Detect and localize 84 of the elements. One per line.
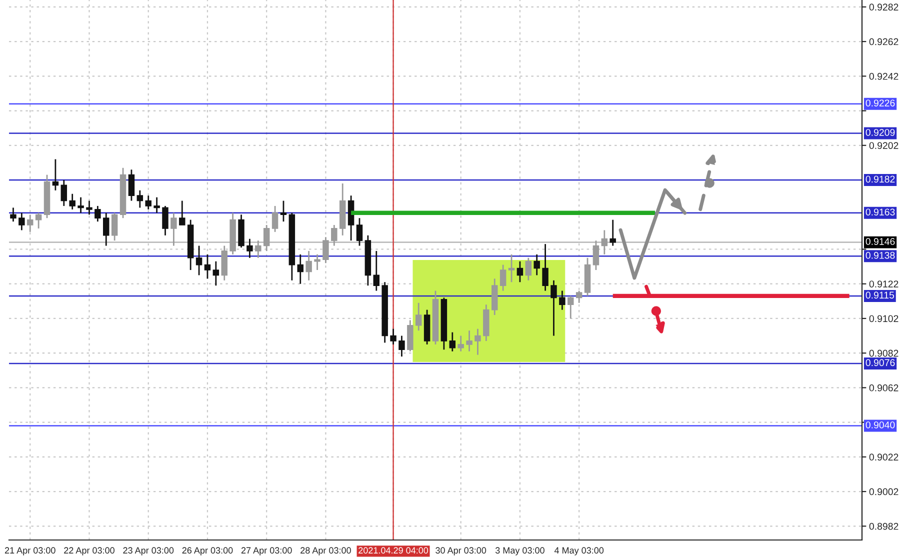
y-tick-label: 0.9002 [869,488,898,496]
candlestick [18,212,25,231]
candlestick [263,224,270,252]
candlestick [162,205,168,236]
x-tick-label: 30 Apr 03:00 [436,547,486,556]
candlestick [466,330,472,352]
candlestick [10,206,16,222]
candlestick [170,212,177,246]
candlestick [145,194,152,210]
x-tick-label: 27 Apr 03:00 [241,547,292,556]
candlestick [94,205,101,222]
candlestick [255,240,262,259]
candlestick [576,290,582,304]
candlestick [314,254,320,271]
candlestick [154,196,160,214]
y-tick-label: 0.8982 [869,522,898,530]
candlestick [458,335,464,352]
candlestick [592,240,600,271]
x-tick-label: 22 Apr 03:00 [64,547,114,556]
candlestick [212,260,220,286]
candlestick [26,214,34,233]
y-tick-label: 0.9282 [869,4,898,11]
candlestick [69,193,76,210]
candlestick [103,212,110,246]
candlestick [111,212,118,242]
candlestick [542,243,548,292]
candlestick [534,254,540,276]
ref-line-label: 0.9138 [866,252,895,259]
candlestick [525,257,532,282]
y-tick-label: 0.9062 [869,384,898,392]
y-tick-label: 0.9022 [869,454,898,461]
x-tick-label: 23 Apr 03:00 [123,547,174,556]
x-tick-label: 26 Apr 03:00 [182,547,233,556]
candlestick [474,328,481,356]
candlestick [373,250,380,292]
candlestick [128,168,135,202]
ref-line-label: 0.9163 [866,208,895,216]
candlestick [601,229,608,256]
ref-line-label: 0.9226 [866,100,895,106]
candlestick [322,236,329,264]
candlestick [272,205,278,233]
ref-line-label: 0.9076 [866,359,895,366]
candlestick [60,179,68,207]
candlestick [297,254,304,285]
candlestick [550,280,557,336]
ref-line-label: 0.9146 [866,238,895,245]
x-tick-label: 28 Apr 03:00 [300,547,351,556]
ref-line-label: 0.9040 [866,421,895,428]
x-tick-label: 2021.04.29 04:00 [358,547,428,554]
candlestick [280,200,287,222]
candlestick [500,264,506,292]
ref-line-label: 0.9209 [866,128,895,136]
ref-line-label: 0.9115 [866,292,894,299]
candlestick [610,219,616,246]
y-tick-label: 0.9082 [869,350,898,357]
candlestick [449,332,456,352]
candlestick [559,290,566,311]
candlestick [331,224,338,246]
candlestick [246,238,253,259]
x-tick-label: 21 Apr 03:00 [4,547,56,556]
candlestick [179,200,186,226]
candlestick [568,295,574,320]
candlestick [415,302,422,332]
x-tick-label: 4 May 03:00 [554,547,604,556]
candlestick [204,254,211,280]
y-tick-label: 0.9202 [869,142,898,150]
candlestick [306,250,312,282]
y-tick-label: 0.9122 [869,280,898,288]
x-tick-label: 3 May 03:00 [495,547,544,556]
candlestick [136,190,144,208]
candlestick [86,200,92,216]
candlestick [508,254,515,283]
candlestick [398,335,405,358]
ref-line-label: 0.9182 [866,176,895,183]
y-tick-label: 0.9242 [869,72,898,80]
candlestick [356,217,363,246]
y-tick-label: 0.9262 [869,38,898,46]
candlestick [390,328,396,346]
candlestick [196,245,202,276]
candlestick [516,260,524,283]
candlestick [78,196,84,214]
candlestick [52,158,59,192]
y-tick-label: 0.9102 [869,315,898,322]
candlestick [35,212,42,230]
